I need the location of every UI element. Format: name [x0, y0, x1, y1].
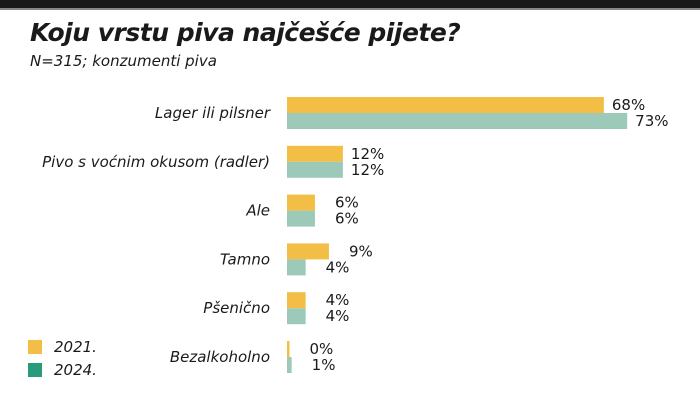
value-label: 1% [312, 356, 336, 374]
value-label: 0% [310, 340, 334, 358]
bar [287, 308, 306, 325]
category-label: Pivo s voćnim okusom (radler) [42, 153, 270, 171]
bar [287, 243, 329, 260]
chart-subtitle: N=315; konzumenti piva [30, 52, 217, 70]
bar [287, 113, 628, 129]
value-label: 9% [349, 242, 373, 260]
value-label: 68% [612, 96, 645, 114]
category-label: Lager ili pilsner [155, 104, 271, 122]
bar [287, 357, 292, 373]
legend-swatch [28, 340, 42, 354]
category-label: Tamno [220, 250, 270, 268]
bar [287, 341, 290, 357]
bar [287, 161, 343, 178]
value-label: 12% [351, 161, 384, 179]
category-label: Pšenično [203, 299, 270, 317]
value-label: 6% [335, 210, 359, 228]
legend-label: 2021. [54, 338, 97, 356]
value-label: 73% [635, 112, 668, 130]
chart-title: Koju vrstu piva najčešće pijete? [30, 18, 461, 47]
bar [287, 97, 604, 113]
legend-label: 2024. [54, 361, 97, 379]
value-label: 12% [351, 145, 384, 163]
bar [287, 145, 343, 162]
legend-item-2021: 2021. [28, 338, 97, 356]
bar [287, 292, 306, 309]
value-label: 6% [335, 194, 359, 212]
value-label: 4% [326, 291, 350, 309]
legend-item-2024: 2024. [28, 361, 97, 379]
category-label: Bezalkoholno [170, 348, 270, 366]
bar [287, 259, 306, 276]
bar [287, 210, 315, 227]
bar [287, 194, 315, 211]
legend-swatch [28, 363, 42, 377]
category-label: Ale [245, 202, 270, 220]
value-label: 4% [326, 307, 350, 325]
value-label: 4% [326, 258, 350, 276]
top-bar [0, 0, 700, 10]
